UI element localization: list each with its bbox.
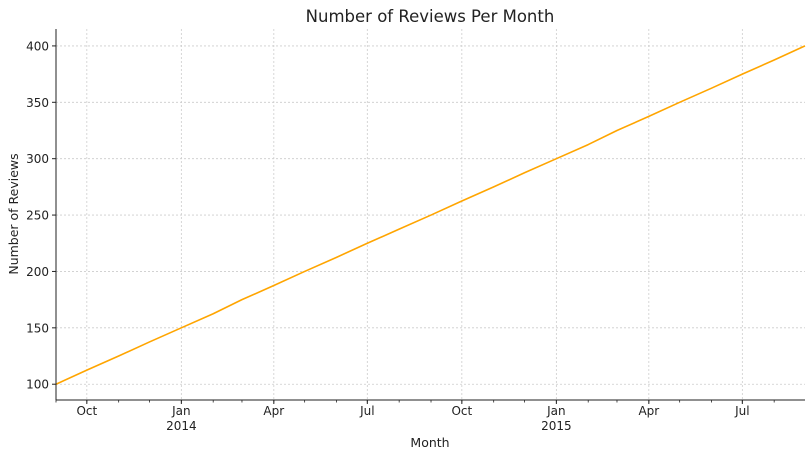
y-tick-label: 400 [26,39,49,53]
x-axis-title: Month [410,435,449,450]
y-axis-ticks: 100 150 200 250 300 350 400 [26,39,56,392]
y-tick-label: 250 [26,209,49,223]
grid-lines [56,29,805,400]
y-axis-title: Number of Reviews [6,153,21,274]
x-tick-label: Jul [359,404,374,418]
x-tick-label: Apr [263,404,284,418]
x-tick-label: Jan [171,404,191,418]
y-tick-label: 100 [26,378,49,392]
y-tick-label: 350 [26,96,49,110]
x-tick-label: Apr [638,404,659,418]
series-line [55,45,806,385]
chart-title: Number of Reviews Per Month [306,7,555,26]
y-tick-label: 200 [26,265,49,279]
y-tick-label: 300 [26,152,49,166]
series-group [55,45,806,385]
y-tick-label: 150 [26,321,49,335]
x-tick-label: Jan [546,404,566,418]
x-tick-label: Oct [76,404,97,418]
axes [55,29,805,401]
x-tick-year-label: 2014 [166,419,197,433]
x-tick-year-label: 2015 [541,419,572,433]
x-tick-label: Jul [734,404,749,418]
x-tick-label: Oct [451,404,472,418]
